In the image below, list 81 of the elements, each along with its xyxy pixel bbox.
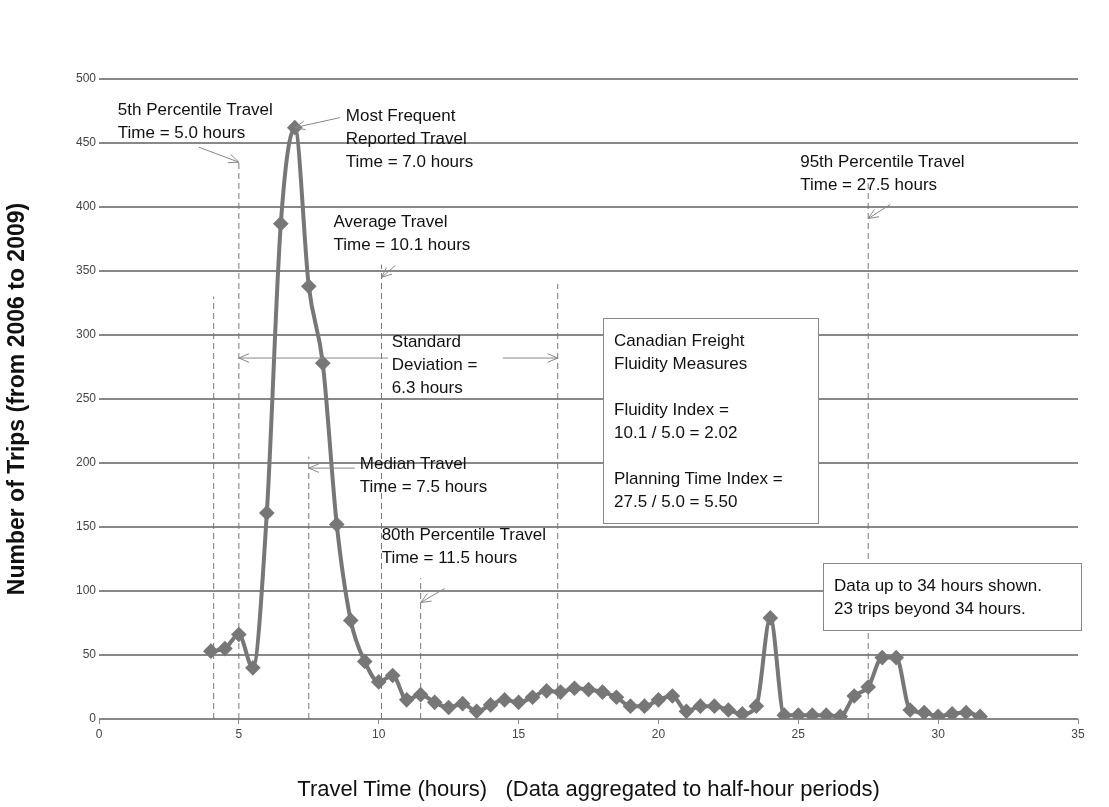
y-tick-label: 350 bbox=[75, 263, 97, 278]
point bbox=[231, 627, 246, 642]
point bbox=[665, 688, 680, 703]
y-tick-label: 200 bbox=[75, 455, 97, 470]
point bbox=[329, 517, 344, 532]
point bbox=[609, 690, 624, 705]
point bbox=[567, 681, 582, 696]
y-tick-label: 0 bbox=[89, 711, 97, 726]
point bbox=[623, 699, 638, 714]
point bbox=[693, 699, 708, 714]
point bbox=[777, 708, 792, 719]
y-tick-label: 100 bbox=[75, 583, 97, 598]
y-axis-title: Number of Trips (from 2006 to 2009) bbox=[3, 202, 30, 596]
point bbox=[245, 660, 260, 675]
point bbox=[791, 708, 806, 719]
point bbox=[203, 644, 218, 659]
point bbox=[819, 708, 834, 719]
point bbox=[875, 650, 890, 665]
point bbox=[707, 699, 722, 714]
point bbox=[945, 706, 960, 719]
annotation: Median Travel Time = 7.5 hours bbox=[359, 453, 488, 499]
y-tick-label: 50 bbox=[82, 647, 97, 662]
point bbox=[959, 705, 974, 719]
point bbox=[301, 279, 316, 294]
y-tick-label: 400 bbox=[75, 199, 97, 214]
x-axis-title: Travel Time (hours) (Data aggregated to half-hour periods) bbox=[297, 775, 880, 801]
point bbox=[805, 708, 820, 719]
x-tick-label: 30 bbox=[931, 726, 946, 741]
point bbox=[581, 682, 596, 697]
point bbox=[735, 706, 750, 719]
point bbox=[315, 356, 330, 371]
y-tick-label: 500 bbox=[75, 71, 97, 86]
annotation: Most Frequent Reported Travel Time = 7.0 hours bbox=[345, 104, 474, 173]
text: Canadian Freight Fluidity Measures Fluidity Index = 10.1 / 5.0 = 2.02 Planning Time Index = 27.5 / 5.0 = 5.50 bbox=[614, 331, 783, 511]
point bbox=[497, 692, 512, 707]
point bbox=[357, 654, 372, 669]
point bbox=[539, 683, 554, 698]
annotation: 5th Percentile Travel Time = 5.0 hours bbox=[117, 99, 273, 145]
point bbox=[903, 703, 918, 718]
x-tick-label: 20 bbox=[651, 726, 666, 741]
point bbox=[413, 687, 428, 702]
point bbox=[399, 692, 414, 707]
x-tick-label: 25 bbox=[791, 726, 806, 741]
annotation: Data up to 34 hours shown. 23 trips beyond 34 hours. bbox=[823, 563, 1082, 631]
point bbox=[385, 668, 400, 683]
y-tick-label: 300 bbox=[75, 327, 97, 342]
y-tick-label: 450 bbox=[75, 135, 97, 150]
x-tick-label: 15 bbox=[511, 726, 526, 741]
point bbox=[749, 699, 764, 714]
point bbox=[371, 674, 386, 689]
point bbox=[343, 613, 358, 628]
x-tick-label: 10 bbox=[372, 726, 386, 741]
point bbox=[273, 216, 288, 231]
point bbox=[217, 641, 232, 656]
point bbox=[763, 610, 778, 625]
point bbox=[553, 685, 568, 700]
y-tick-label: 250 bbox=[75, 391, 97, 406]
point bbox=[889, 650, 904, 665]
point bbox=[483, 697, 498, 712]
point bbox=[679, 704, 694, 719]
point bbox=[861, 680, 876, 694]
y-tick-label: 150 bbox=[75, 519, 97, 534]
point bbox=[469, 704, 484, 719]
x-tick-label: 5 bbox=[235, 726, 243, 741]
point bbox=[917, 705, 932, 719]
point bbox=[455, 696, 470, 711]
point bbox=[525, 690, 540, 705]
annotation: Average Travel Time = 10.1 hours bbox=[333, 211, 471, 257]
point bbox=[511, 695, 526, 710]
annotation: 80th Percentile Travel Time = 11.5 hours bbox=[381, 523, 547, 569]
annotation: Standard Deviation = 6.3 hours bbox=[391, 331, 478, 400]
annotation: 95th Percentile Travel Time = 27.5 hours bbox=[800, 150, 965, 196]
point bbox=[441, 700, 456, 715]
point bbox=[721, 703, 736, 718]
point bbox=[595, 685, 610, 700]
point bbox=[259, 505, 274, 520]
point bbox=[637, 699, 652, 714]
point bbox=[651, 692, 666, 707]
point bbox=[847, 688, 862, 703]
x-tick-label: 35 bbox=[1071, 726, 1085, 741]
point bbox=[427, 695, 442, 710]
